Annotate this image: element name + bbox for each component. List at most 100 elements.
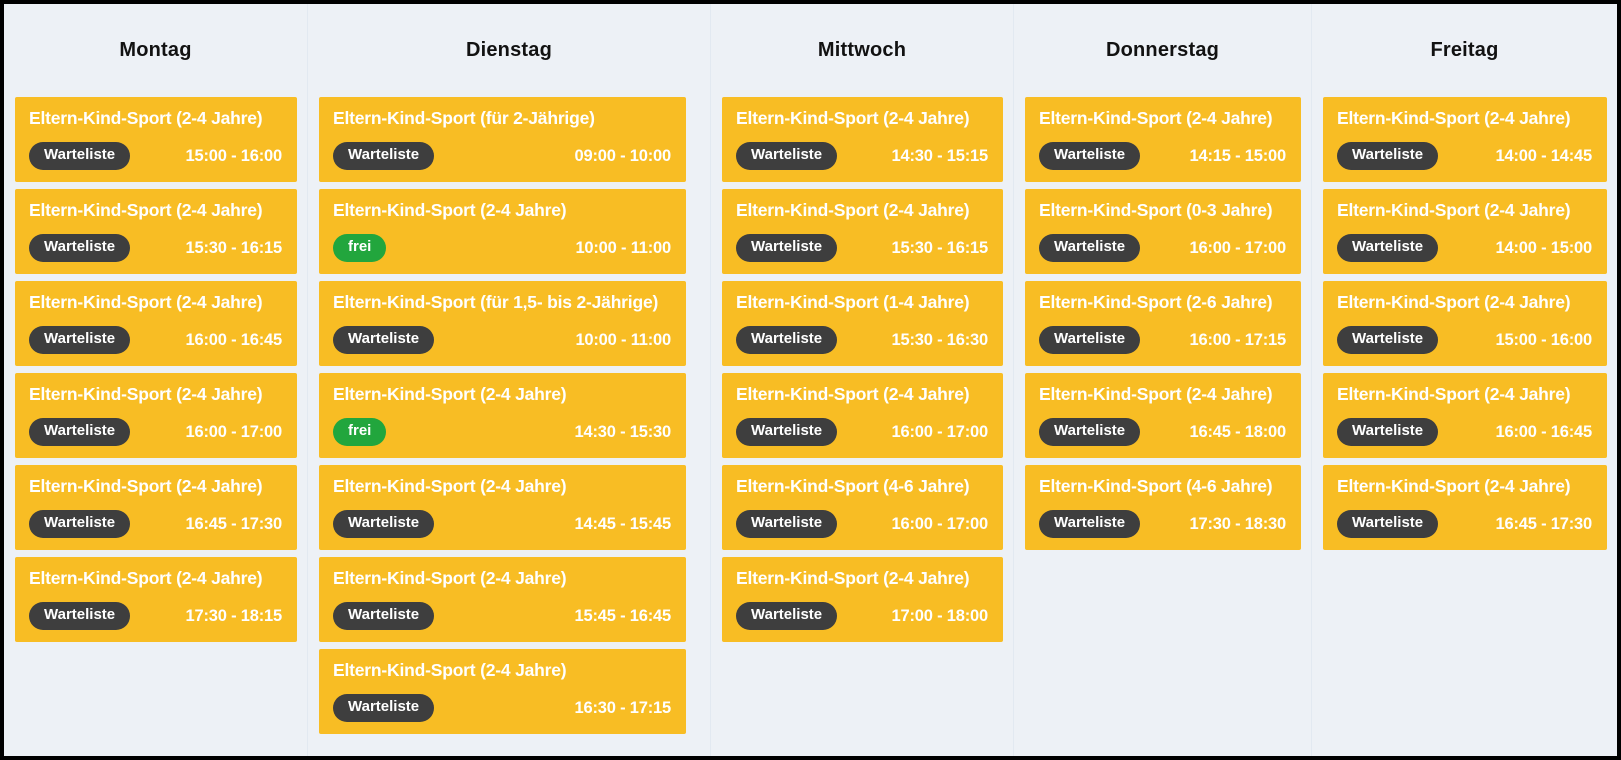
class-title: Eltern-Kind-Sport (1-4 Jahre) (736, 292, 970, 312)
class-card[interactable]: Eltern-Kind-Sport (4-6 Jahre) Warteliste… (722, 465, 1003, 550)
class-time: 10:00 - 11:00 (575, 330, 671, 349)
availability-badge: Warteliste (736, 418, 838, 446)
availability-badge: frei (333, 234, 387, 262)
class-card[interactable]: Eltern-Kind-Sport (2-4 Jahre) Warteliste… (722, 189, 1003, 274)
class-card-footer: Warteliste 09:00 - 10:00 (333, 142, 671, 170)
class-title: Eltern-Kind-Sport (für 1,5- bis 2-Jährig… (333, 292, 659, 312)
class-time: 16:45 - 18:00 (1189, 422, 1287, 441)
class-card[interactable]: Eltern-Kind-Sport (2-4 Jahre) Warteliste… (1323, 189, 1607, 274)
day-column: Mittwoch Eltern-Kind-Sport (2-4 Jahre) W… (710, 4, 1013, 756)
class-card-footer: Warteliste 14:00 - 14:45 (1337, 142, 1592, 170)
availability-badge: Warteliste (333, 694, 435, 722)
class-title: Eltern-Kind-Sport (2-4 Jahre) (29, 108, 263, 128)
availability-badge: Warteliste (1039, 234, 1141, 262)
day-header: Dienstag (465, 38, 553, 61)
class-card-footer: Warteliste 16:45 - 17:30 (1337, 510, 1592, 538)
class-card[interactable]: Eltern-Kind-Sport (4-6 Jahre) Warteliste… (1025, 465, 1301, 550)
availability-badge: Warteliste (1039, 142, 1141, 170)
class-title: Eltern-Kind-Sport (2-4 Jahre) (1039, 108, 1273, 128)
class-time: 16:45 - 17:30 (185, 514, 283, 533)
availability-badge: Warteliste (29, 142, 131, 170)
class-time: 16:00 - 17:00 (185, 422, 283, 441)
availability-badge: Warteliste (1337, 234, 1439, 262)
class-title: Eltern-Kind-Sport (2-4 Jahre) (333, 200, 567, 220)
class-card[interactable]: Eltern-Kind-Sport (2-6 Jahre) Warteliste… (1025, 281, 1301, 366)
class-card-footer: Warteliste 17:30 - 18:30 (1039, 510, 1286, 538)
availability-badge: Warteliste (29, 602, 131, 630)
class-card[interactable]: Eltern-Kind-Sport (2-4 Jahre) Warteliste… (1025, 97, 1301, 182)
class-card-footer: Warteliste 16:00 - 16:45 (1337, 418, 1592, 446)
class-title: Eltern-Kind-Sport (0-3 Jahre) (1039, 200, 1273, 220)
class-card-footer: Warteliste 15:30 - 16:30 (736, 326, 988, 354)
class-title: Eltern-Kind-Sport (2-4 Jahre) (333, 384, 567, 404)
class-card[interactable]: Eltern-Kind-Sport (2-4 Jahre) frei 14:30… (319, 373, 686, 458)
class-card[interactable]: Eltern-Kind-Sport (2-4 Jahre) Warteliste… (15, 189, 297, 274)
class-card[interactable]: Eltern-Kind-Sport (2-4 Jahre) Warteliste… (1323, 465, 1607, 550)
class-card[interactable]: Eltern-Kind-Sport (2-4 Jahre) Warteliste… (1323, 97, 1607, 182)
class-card-footer: Warteliste 16:00 - 17:00 (1039, 234, 1286, 262)
class-card[interactable]: Eltern-Kind-Sport (1-4 Jahre) Warteliste… (722, 281, 1003, 366)
class-card[interactable]: Eltern-Kind-Sport (2-4 Jahre) Warteliste… (1323, 373, 1607, 458)
class-card[interactable]: Eltern-Kind-Sport (2-4 Jahre) Warteliste… (722, 557, 1003, 642)
availability-badge: Warteliste (736, 142, 838, 170)
class-time: 15:00 - 16:00 (1495, 330, 1593, 349)
class-title: Eltern-Kind-Sport (2-4 Jahre) (29, 476, 263, 496)
class-card-footer: Warteliste 15:30 - 16:15 (29, 234, 282, 262)
class-card-footer: Warteliste 16:30 - 17:15 (333, 694, 671, 722)
class-time: 17:30 - 18:15 (185, 606, 283, 625)
class-card[interactable]: Eltern-Kind-Sport (2-4 Jahre) Warteliste… (15, 465, 297, 550)
class-card[interactable]: Eltern-Kind-Sport (für 1,5- bis 2-Jährig… (319, 281, 686, 366)
class-card[interactable]: Eltern-Kind-Sport (2-4 Jahre) Warteliste… (15, 557, 297, 642)
availability-badge: Warteliste (333, 142, 435, 170)
class-card[interactable]: Eltern-Kind-Sport (0-3 Jahre) Warteliste… (1025, 189, 1301, 274)
class-time: 14:30 - 15:30 (574, 422, 672, 441)
class-time: 14:00 - 15:00 (1495, 238, 1593, 257)
class-card-footer: Warteliste 15:45 - 16:45 (333, 602, 671, 630)
class-card[interactable]: Eltern-Kind-Sport (2-4 Jahre) Warteliste… (319, 557, 686, 642)
class-time: 16:45 - 17:30 (1495, 514, 1593, 533)
class-card-footer: Warteliste 16:45 - 18:00 (1039, 418, 1286, 446)
availability-badge: Warteliste (333, 602, 435, 630)
availability-badge: Warteliste (1039, 418, 1141, 446)
class-card[interactable]: Eltern-Kind-Sport (2-4 Jahre) Warteliste… (722, 373, 1003, 458)
class-card[interactable]: Eltern-Kind-Sport (2-4 Jahre) Warteliste… (1323, 281, 1607, 366)
class-card-footer: frei 10:00 - 11:00 (333, 234, 671, 262)
class-time: 14:30 - 15:15 (891, 146, 989, 165)
class-card[interactable]: Eltern-Kind-Sport (2-4 Jahre) frei 10:00… (319, 189, 686, 274)
class-card[interactable]: Eltern-Kind-Sport (2-4 Jahre) Warteliste… (15, 97, 297, 182)
class-card-footer: Warteliste 15:30 - 16:15 (736, 234, 988, 262)
class-card-footer: Warteliste 15:00 - 16:00 (29, 142, 282, 170)
class-title: Eltern-Kind-Sport (2-4 Jahre) (736, 384, 970, 404)
availability-badge: Warteliste (1039, 510, 1141, 538)
class-card[interactable]: Eltern-Kind-Sport (2-4 Jahre) Warteliste… (15, 373, 297, 458)
class-card-footer: Warteliste 14:30 - 15:15 (736, 142, 988, 170)
class-card[interactable]: Eltern-Kind-Sport (2-4 Jahre) Warteliste… (722, 97, 1003, 182)
availability-badge: Warteliste (1039, 326, 1141, 354)
class-time: 15:00 - 16:00 (185, 146, 283, 165)
class-title: Eltern-Kind-Sport (2-4 Jahre) (29, 292, 263, 312)
class-card[interactable]: Eltern-Kind-Sport (2-4 Jahre) Warteliste… (1025, 373, 1301, 458)
class-card[interactable]: Eltern-Kind-Sport (2-4 Jahre) Warteliste… (319, 465, 686, 550)
availability-badge: Warteliste (736, 602, 838, 630)
class-title: Eltern-Kind-Sport (2-4 Jahre) (333, 568, 567, 588)
class-card[interactable]: Eltern-Kind-Sport (2-4 Jahre) Warteliste… (15, 281, 297, 366)
class-time: 14:15 - 15:00 (1189, 146, 1287, 165)
day-card-list: Eltern-Kind-Sport (für 2-Jährige) Wartel… (308, 96, 710, 734)
class-time: 16:00 - 17:00 (891, 422, 989, 441)
availability-badge: Warteliste (29, 234, 131, 262)
availability-badge: frei (333, 418, 387, 446)
day-card-list: Eltern-Kind-Sport (2-4 Jahre) Warteliste… (1014, 96, 1311, 550)
class-title: Eltern-Kind-Sport (2-4 Jahre) (1337, 292, 1571, 312)
class-card[interactable]: Eltern-Kind-Sport (2-4 Jahre) Warteliste… (319, 649, 686, 734)
day-column: Dienstag Eltern-Kind-Sport (für 2-Jährig… (307, 4, 710, 756)
day-column: Freitag Eltern-Kind-Sport (2-4 Jahre) Wa… (1311, 4, 1617, 756)
class-time: 15:45 - 16:45 (574, 606, 672, 625)
class-time: 16:00 - 17:15 (1189, 330, 1287, 349)
class-title: Eltern-Kind-Sport (2-4 Jahre) (29, 568, 263, 588)
class-card[interactable]: Eltern-Kind-Sport (für 2-Jährige) Wartel… (319, 97, 686, 182)
class-card-footer: Warteliste 16:00 - 16:45 (29, 326, 282, 354)
class-title: Eltern-Kind-Sport (2-4 Jahre) (736, 568, 970, 588)
class-card-footer: Warteliste 14:15 - 15:00 (1039, 142, 1286, 170)
class-time: 14:45 - 15:45 (574, 514, 672, 533)
